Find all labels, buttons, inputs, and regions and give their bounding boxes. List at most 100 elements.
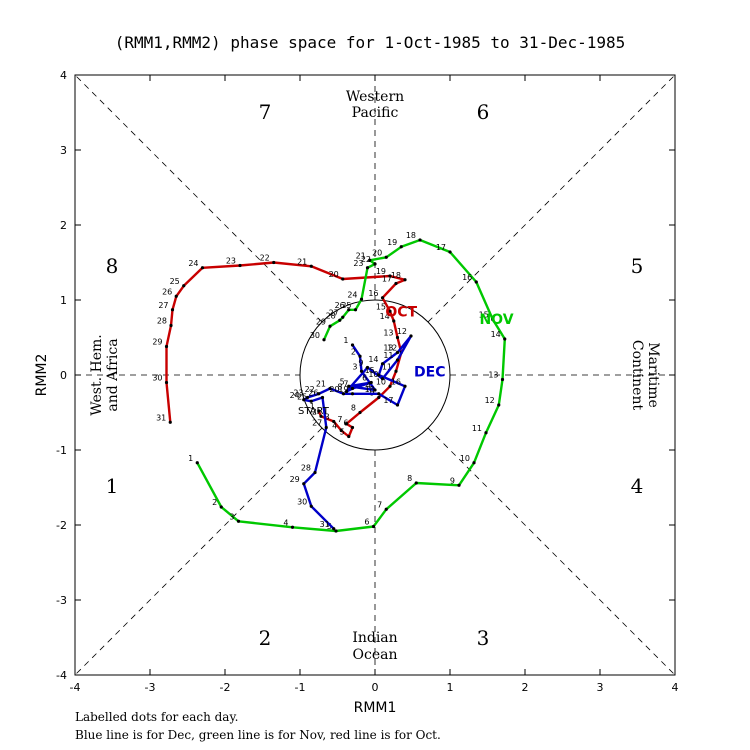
day-label: 7 bbox=[377, 500, 382, 509]
data-point bbox=[350, 343, 355, 347]
data-point bbox=[344, 389, 349, 394]
day-label: 9 bbox=[358, 359, 363, 368]
day-label: 4 bbox=[366, 381, 371, 390]
day-label: 19 bbox=[376, 267, 386, 276]
day-label: 17 bbox=[436, 243, 446, 252]
data-point bbox=[394, 369, 398, 373]
data-point bbox=[373, 262, 377, 266]
day-label: 24 bbox=[347, 290, 357, 299]
data-point bbox=[319, 414, 323, 418]
region-left-line-2: and Africa bbox=[105, 338, 121, 411]
day-label: 26 bbox=[162, 287, 172, 296]
data-point bbox=[409, 334, 413, 338]
day-label: 14 bbox=[380, 312, 390, 321]
day-label: 27 bbox=[158, 301, 168, 310]
data-point bbox=[317, 409, 321, 413]
day-label: 2 bbox=[212, 498, 217, 507]
phase-4-label: 4 bbox=[631, 474, 644, 498]
day-label: 1 bbox=[343, 336, 348, 345]
y-tick-label: 1 bbox=[60, 294, 67, 307]
start-label: START bbox=[298, 406, 330, 417]
x-tick-label: -1 bbox=[295, 681, 306, 694]
day-label: 11 bbox=[382, 362, 392, 371]
day-label: 11 bbox=[383, 351, 393, 360]
data-point bbox=[302, 398, 306, 402]
day-label: 6 bbox=[362, 374, 367, 383]
y-tick-label: 2 bbox=[60, 219, 67, 232]
data-point bbox=[394, 281, 398, 286]
day-label: 13 bbox=[383, 344, 393, 353]
data-point bbox=[339, 428, 343, 433]
day-label: 1 bbox=[310, 402, 315, 411]
data-point bbox=[338, 318, 342, 322]
data-point bbox=[359, 297, 364, 301]
day-label: 12 bbox=[397, 327, 407, 336]
day-label: 19 bbox=[387, 238, 397, 247]
data-point bbox=[200, 266, 205, 270]
day-label: 6 bbox=[364, 518, 369, 527]
day-label: 23 bbox=[293, 389, 303, 398]
day-label: 21 bbox=[297, 257, 307, 266]
day-label: 25 bbox=[297, 392, 307, 401]
data-point bbox=[164, 344, 169, 349]
x-axis-label: RMM1 bbox=[354, 700, 397, 716]
day-label: 27 bbox=[329, 308, 339, 317]
day-label: 14 bbox=[368, 355, 378, 364]
data-point bbox=[380, 362, 385, 366]
data-point bbox=[395, 335, 400, 340]
day-label: 28 bbox=[157, 317, 167, 326]
data-point bbox=[457, 483, 461, 487]
day-label: 29 bbox=[290, 475, 300, 484]
region-bottom-line-1: Indian bbox=[352, 630, 397, 646]
day-label: 20 bbox=[372, 248, 382, 257]
data-point bbox=[236, 519, 241, 523]
data-point bbox=[305, 395, 310, 400]
y-tick-label: 4 bbox=[60, 69, 67, 82]
day-label: 29 bbox=[316, 317, 326, 326]
day-label: 3 bbox=[325, 413, 330, 422]
day-label: 18 bbox=[391, 271, 401, 280]
day-label: 5 bbox=[340, 428, 345, 437]
data-point bbox=[334, 529, 338, 533]
day-label: 11 bbox=[472, 424, 482, 433]
day-label: 23 bbox=[226, 257, 236, 266]
x-tick-label: -4 bbox=[70, 681, 81, 694]
data-point bbox=[484, 431, 488, 435]
region-right-line-1: Maritime bbox=[645, 342, 661, 408]
x-tick-label: 0 bbox=[372, 681, 379, 694]
day-label: 29 bbox=[152, 338, 162, 347]
day-label: 26 bbox=[308, 389, 318, 398]
y-tick-label: -4 bbox=[56, 669, 67, 682]
x-tick-label: 3 bbox=[597, 681, 604, 694]
phase-guides bbox=[74, 74, 676, 676]
day-label: 18 bbox=[406, 231, 416, 240]
day-label: 31 bbox=[156, 413, 166, 422]
data-point bbox=[219, 505, 223, 509]
day-label: 4 bbox=[283, 518, 288, 527]
data-point bbox=[384, 255, 388, 259]
data-point bbox=[290, 525, 295, 529]
day-label: 17 bbox=[382, 275, 392, 284]
data-point bbox=[395, 403, 400, 407]
x-tick-label: 2 bbox=[522, 681, 529, 694]
data-point bbox=[302, 482, 306, 486]
day-label: 4 bbox=[332, 422, 337, 431]
day-label: 17 bbox=[383, 396, 393, 405]
phase-2-label: 2 bbox=[259, 626, 272, 650]
day-label: 7 bbox=[337, 415, 342, 424]
data-point bbox=[359, 369, 364, 373]
data-point bbox=[324, 425, 328, 430]
data-point bbox=[497, 403, 501, 407]
data-point bbox=[358, 354, 362, 358]
data-point bbox=[365, 365, 370, 370]
data-point bbox=[332, 527, 336, 531]
data-point bbox=[403, 278, 407, 282]
data-point bbox=[368, 258, 372, 262]
x-tick-label: 1 bbox=[447, 681, 454, 694]
day-label: 9 bbox=[450, 476, 455, 485]
data-point bbox=[395, 358, 400, 362]
x-tick-label: 4 bbox=[672, 681, 679, 694]
series-layer: 1234567891011121314151617181920212223242… bbox=[152, 231, 514, 533]
phase-3-label: 3 bbox=[477, 626, 490, 650]
